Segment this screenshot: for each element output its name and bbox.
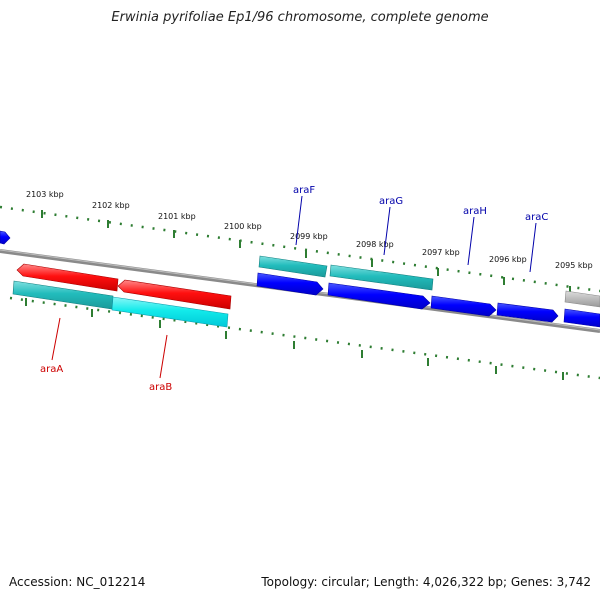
tick-label-2095: 2095 kbp (555, 261, 593, 270)
gene-araB-strand2[interactable] (111, 296, 229, 328)
gene-label-araF[interactable]: araF (293, 185, 315, 196)
gene-label-araG[interactable]: araG (379, 196, 403, 207)
plus-strand-genes (12, 272, 600, 328)
blue-gene-fragment-right[interactable] (563, 308, 600, 328)
map-title: Erwinia pyrifoliae Ep1/96 chromosome, co… (111, 10, 489, 25)
gene-araG-feature[interactable] (329, 264, 434, 291)
gene-araH-arrow[interactable] (430, 295, 497, 317)
minus-strand-genes (0, 230, 600, 310)
tick-label-2096: 2096 kbp (489, 255, 527, 264)
tick-label-2100: 2100 kbp (224, 222, 262, 231)
tick-label-2099: 2099 kbp (290, 232, 328, 241)
tick-marks (25, 210, 571, 380)
leader-araA (51, 317, 61, 361)
gene-label-araC[interactable]: araC (525, 212, 548, 223)
gene-label-araB[interactable]: araB (149, 382, 172, 393)
leader-araB (159, 334, 168, 379)
leader-araF (295, 195, 303, 246)
gene-araF-feature[interactable] (258, 255, 328, 278)
gene-araA-feature[interactable] (16, 263, 119, 292)
gene-araF-arrow[interactable] (256, 272, 324, 296)
gene-araG-arrow[interactable] (327, 282, 431, 310)
genome-summary-text: Topology: circular; Length: 4,026,322 bp… (261, 575, 591, 589)
gene-label-leaders (51, 195, 537, 379)
tick-label-2098: 2098 kbp (356, 240, 394, 249)
accession-text: Accession: NC_012214 (9, 575, 146, 589)
leader-araG (383, 206, 391, 256)
leader-araC (529, 222, 537, 273)
tick-label-2097: 2097 kbp (422, 248, 460, 257)
blue-gene-fragment-left[interactable] (0, 230, 11, 245)
leader-araH (467, 216, 475, 266)
gene-label-araH[interactable]: araH (463, 206, 487, 217)
tick-labels: 2103 kbp 2102 kbp 2101 kbp 2100 kbp 2099… (26, 190, 593, 270)
gene-labels: araA araB araF araG araH araC (40, 185, 548, 393)
grey-gene-feature[interactable] (564, 290, 600, 308)
tick-label-2102: 2102 kbp (92, 201, 130, 210)
tick-ring-lower (9, 296, 600, 380)
gene-label-araA[interactable]: araA (40, 364, 63, 375)
tick-label-2101: 2101 kbp (158, 212, 196, 221)
tick-label-2103: 2103 kbp (26, 190, 64, 199)
tick-ring-upper (0, 205, 600, 293)
gene-araB-feature[interactable] (117, 279, 232, 310)
gene-araC-arrow[interactable] (496, 302, 559, 323)
